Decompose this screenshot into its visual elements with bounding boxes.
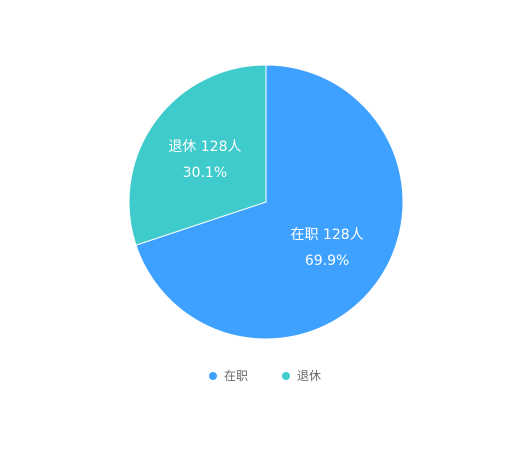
slice-percent-1: 30.1% bbox=[183, 165, 227, 181]
legend-item-0[interactable]: 在职 bbox=[209, 369, 248, 383]
legend-label-1: 退休 bbox=[297, 369, 321, 383]
pie-slice-0[interactable] bbox=[135, 64, 404, 340]
legend-label-0: 在职 bbox=[224, 369, 248, 383]
slice-percent-0: 69.9% bbox=[305, 253, 349, 269]
pie-slices bbox=[128, 64, 404, 340]
legend: 在职 退休 bbox=[209, 369, 321, 383]
pie-slice-1[interactable] bbox=[128, 64, 267, 246]
legend-marker-1 bbox=[282, 372, 290, 380]
pie-slice-labels: 在职 128人 69.9% 退休 128人 30.1% bbox=[168, 139, 363, 269]
legend-marker-0 bbox=[209, 372, 217, 380]
slice-label-0: 在职 128人 bbox=[291, 227, 364, 243]
slice-label-1: 退休 128人 bbox=[168, 139, 241, 155]
legend-item-1[interactable]: 退休 bbox=[282, 369, 321, 383]
